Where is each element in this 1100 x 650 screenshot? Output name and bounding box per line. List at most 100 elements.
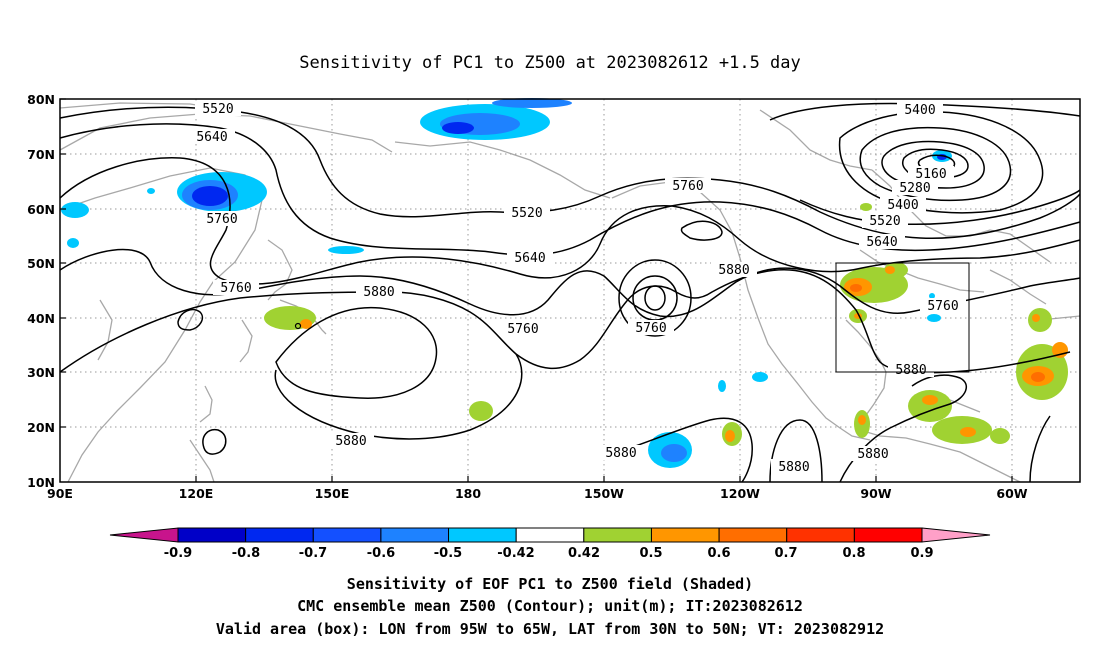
contour-label: 5640 <box>859 234 905 250</box>
colorbar-label: -0.7 <box>299 546 327 561</box>
lon-tick-label: 120W <box>720 486 760 501</box>
svg-text:5520: 5520 <box>869 214 900 229</box>
contour-label: 5880 <box>356 284 402 300</box>
svg-text:5640: 5640 <box>196 130 227 145</box>
contour-label: 5760 <box>199 211 245 227</box>
colorbar-box <box>515 527 585 543</box>
svg-text:5880: 5880 <box>778 460 809 475</box>
lat-tick-label: 30N <box>27 365 55 380</box>
caption-line: Valid area (box): LON from 95W to 65W, L… <box>216 620 884 638</box>
lon-tick-label: 120E <box>179 486 214 501</box>
lon-tick-label: 150E <box>315 486 350 501</box>
contour-label: 5640 <box>507 250 553 266</box>
contour-label: 5640 <box>189 129 235 145</box>
colorbar-label: -0.8 <box>232 546 260 561</box>
lon-tick-label: 60W <box>996 486 1027 501</box>
colorbar-label: -0.6 <box>367 546 395 561</box>
contour-labels: 5520 5640 5760 5400 5160 5280 5400 5520 … <box>189 101 966 475</box>
svg-text:5520: 5520 <box>202 102 233 117</box>
colorbar-label: 0.9 <box>910 546 933 561</box>
svg-text:5760: 5760 <box>206 212 237 227</box>
svg-text:5880: 5880 <box>363 285 394 300</box>
colorbar-box <box>650 527 720 543</box>
colorbar-box <box>380 527 450 543</box>
contour-label: 5760 <box>628 320 674 336</box>
contour-label: 5760 <box>500 321 546 337</box>
valid-area-box <box>835 262 970 373</box>
colorbar-high-arrow <box>921 527 991 543</box>
lat-tick-label: 70N <box>27 147 55 162</box>
svg-text:5760: 5760 <box>672 179 703 194</box>
lat-axis-labels: 80N 70N 60N 50N 40N 30N 20N 10N <box>27 92 55 490</box>
contour-label: 5520 <box>504 205 550 221</box>
svg-text:5280: 5280 <box>899 181 930 196</box>
contour-label: 5760 <box>920 298 966 314</box>
contour-label: 5520 <box>862 213 908 229</box>
colorbar-boxes <box>177 527 923 543</box>
contour-label: 5760 <box>213 280 259 296</box>
svg-text:5760: 5760 <box>507 322 538 337</box>
sensitivity-shading <box>61 98 1068 468</box>
svg-text:5400: 5400 <box>887 198 918 213</box>
lon-tick-label: 90W <box>860 486 891 501</box>
svg-text:5640: 5640 <box>514 251 545 266</box>
lat-tick-label: 60N <box>27 202 55 217</box>
tick-marks <box>60 98 1013 482</box>
colorbar-label: -0.5 <box>434 546 462 561</box>
colorbar-label: 0.6 <box>707 546 730 561</box>
lat-tick-label: 20N <box>27 420 55 435</box>
colorbar-box <box>853 527 923 543</box>
lon-tick-label: 90E <box>47 486 73 501</box>
contour-label: 5880 <box>328 433 374 449</box>
svg-text:5400: 5400 <box>904 103 935 118</box>
svg-text:5880: 5880 <box>605 446 636 461</box>
contour-label: 5400 <box>897 102 943 118</box>
svg-text:5760: 5760 <box>927 299 958 314</box>
contour-label: 5520 <box>195 101 241 117</box>
colorbar-box <box>583 527 652 543</box>
colorbar-box <box>177 527 247 543</box>
colorbar-box <box>448 527 517 543</box>
captions: Sensitivity of EOF PC1 to Z500 field (Sh… <box>216 575 884 638</box>
svg-text:5520: 5520 <box>511 206 542 221</box>
colorbar-label: 0.5 <box>639 546 662 561</box>
svg-text:5760: 5760 <box>635 321 666 336</box>
contour-label: 5280 <box>892 180 938 196</box>
colorbar-box <box>786 527 855 543</box>
shade-pos-caribbean <box>908 390 952 422</box>
figure-title: Sensitivity of PC1 to Z500 at 2023082612… <box>299 53 801 73</box>
map-frame <box>59 98 1081 483</box>
lon-tick-label: 150W <box>584 486 624 501</box>
colorbar-label: -0.9 <box>164 546 192 561</box>
contour-label: 5880 <box>711 262 757 278</box>
colorbar-label: 0.8 <box>842 546 865 561</box>
caption-line: CMC ensemble mean Z500 (Contour); unit(m… <box>297 597 803 615</box>
contour-label: 5400 <box>880 197 926 213</box>
svg-text:5880: 5880 <box>335 434 366 449</box>
colorbar-box <box>718 527 788 543</box>
colorbar-label: 0.7 <box>774 546 797 561</box>
contour-label: 5880 <box>598 445 644 461</box>
lat-tick-label: 10N <box>27 475 55 490</box>
svg-text:5160: 5160 <box>915 167 946 182</box>
lon-axis-labels: 90E 120E 150E 180 150W 120W 90W 60W <box>47 486 1028 501</box>
lon-tick-label: 180 <box>455 486 481 501</box>
contour-label: 5880 <box>850 446 896 462</box>
svg-text:5880: 5880 <box>718 263 749 278</box>
colorbar-box <box>312 527 382 543</box>
caption-line: Sensitivity of EOF PC1 to Z500 field (Sh… <box>347 575 753 593</box>
contour-label: 5880 <box>888 362 934 378</box>
contour-label: 5760 <box>665 178 711 194</box>
svg-text:5640: 5640 <box>866 235 897 250</box>
lat-tick-label: 50N <box>27 256 55 271</box>
svg-text:5880: 5880 <box>857 447 888 462</box>
lat-tick-label: 80N <box>27 92 55 107</box>
colorbar-low-arrow <box>109 527 179 543</box>
contour-label: 5160 <box>908 166 954 182</box>
colorbar-label: -0.42 <box>497 546 534 561</box>
colorbar: -0.9 -0.8 -0.7 -0.6 -0.5 -0.42 0.42 0.5 … <box>109 527 991 561</box>
contour-label: 5880 <box>771 459 817 475</box>
lat-tick-label: 40N <box>27 311 55 326</box>
map-panel: 5520 5640 5760 5400 5160 5280 5400 5520 … <box>27 92 1081 501</box>
